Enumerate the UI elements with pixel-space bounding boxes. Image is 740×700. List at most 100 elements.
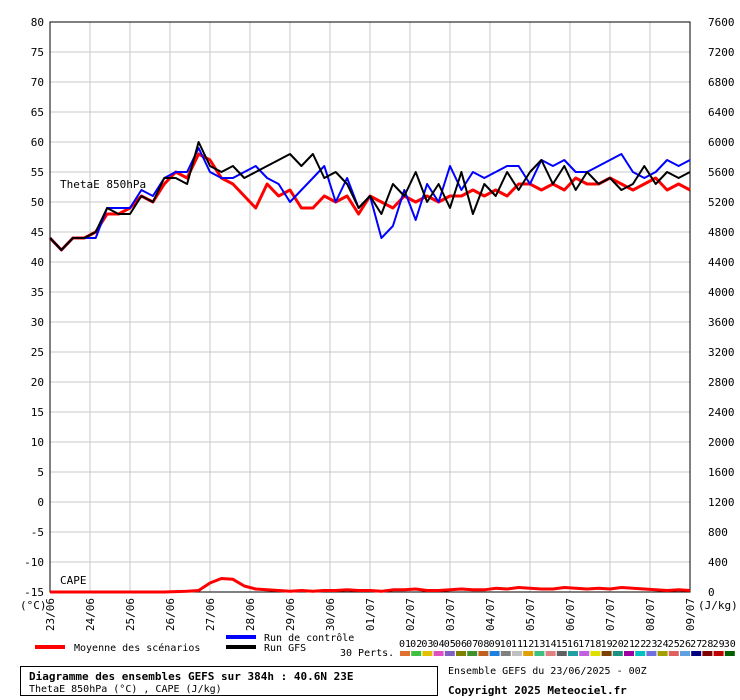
ensemble-member-number: 08 (477, 639, 489, 650)
ensemble-run-label: Ensemble GEFS du 23/06/2025 - 00Z (448, 666, 647, 677)
right-unit-label: (J/kg) (698, 599, 738, 612)
ensemble-member-swatch (467, 651, 478, 656)
series-line (50, 577, 691, 594)
ensemble-member-number: 10 (500, 639, 512, 650)
x-tick-label: 03/07 (444, 598, 457, 631)
right-tick-label: 400 (708, 556, 728, 569)
ensemble-member-swatch (691, 651, 702, 656)
left-tick-label: -5 (31, 526, 44, 539)
ensemble-member-swatch (478, 651, 489, 656)
ensemble-member-swatch (556, 651, 567, 656)
left-tick-label: 55 (31, 166, 44, 179)
thetae-annotation: ThetaE 850hPa (60, 178, 146, 191)
ensemble-member-legend: 01 02 03 04 05 06 07 08 09 10 11 12 13 14 15 16 17 18 19 20… (399, 639, 736, 656)
ensemble-member-swatch (601, 651, 612, 656)
ensemble-member-swatch (500, 651, 511, 656)
x-tick-label: 04/07 (484, 598, 497, 631)
right-tick-label: 7200 (708, 46, 735, 59)
ensemble-member-swatch (433, 651, 444, 656)
ensemble-member-number: 15 (556, 639, 568, 650)
left-tick-label: 75 (31, 46, 44, 59)
ensemble-member-number: 03 (421, 639, 433, 650)
x-tick-label: 02/07 (404, 598, 417, 631)
legend-label-controle: Run de contrôle (264, 632, 354, 644)
ensemble-member-number: 02 (410, 639, 422, 650)
left-tick-label: 5 (37, 466, 44, 479)
ensemble-member-number: 13 (533, 639, 545, 650)
series-layer (48, 141, 691, 594)
ensemble-member-number: 29 (713, 639, 725, 650)
ensemble-member-number: 28 (701, 639, 713, 650)
ensemble-member-swatch (657, 651, 668, 656)
ensemble-member-number: 11 (511, 639, 523, 650)
legend-label-gfs: Run GFS (264, 643, 306, 654)
legend: Moyenne des scénarios Run de contrôle Ru… (35, 632, 736, 659)
ensemble-member-swatch (646, 651, 657, 656)
x-tick-label: 25/06 (124, 598, 137, 631)
right-tick-label: 4400 (708, 256, 735, 269)
left-tick-label: -15 (24, 586, 44, 599)
ensemble-member-swatch (444, 651, 455, 656)
ensemble-member-swatch (579, 651, 590, 656)
left-tick-label: 35 (31, 286, 44, 299)
ensemble-member-number: 05 (444, 639, 456, 650)
left-tick-label: 25 (31, 346, 44, 359)
ensemble-member-swatch (635, 651, 646, 656)
right-tick-label: 3600 (708, 316, 735, 329)
ensemble-member-number: 30 (724, 639, 736, 650)
ensemble-member-swatch (456, 651, 466, 656)
left-tick-label: 20 (31, 376, 44, 389)
ensemble-member-swatch (422, 651, 433, 656)
right-tick-label: 5600 (708, 166, 735, 179)
right-tick-label: 0 (708, 586, 715, 599)
right-tick-label: 6400 (708, 106, 735, 119)
ensemble-member-number: 09 (489, 639, 501, 650)
ensemble-member-number: 04 (433, 639, 445, 650)
x-tick-label: 24/06 (84, 598, 97, 631)
x-tick-label: 29/06 (284, 598, 297, 631)
ensemble-member-number: 19 (601, 639, 613, 650)
right-tick-label: 4000 (708, 286, 735, 299)
x-tick-label: 23/06 (44, 598, 57, 631)
ensemble-member-number: 24 (657, 639, 669, 650)
ensemble-member-swatch (713, 651, 724, 656)
left-tick-label: 10 (31, 436, 44, 449)
x-tick-label: 05/07 (524, 598, 537, 631)
ensemble-member-swatch (668, 651, 679, 656)
ensemble-count-label: 30 Perts. (340, 648, 394, 659)
right-tick-label: 1200 (708, 496, 735, 509)
ensemble-member-swatch (534, 651, 545, 656)
ensemble-member-swatch (411, 651, 422, 656)
ensemble-member-swatch (489, 651, 500, 656)
ensemble-member-swatch (512, 651, 522, 656)
ensemble-member-swatch (523, 651, 534, 656)
ensemble-member-swatch (680, 651, 690, 656)
ensemble-member-number: 06 (455, 639, 467, 650)
right-tick-label: 3200 (708, 346, 735, 359)
x-tick-label: 30/06 (324, 598, 337, 631)
left-tick-label: 0 (37, 496, 44, 509)
x-tick-label: 08/07 (644, 598, 657, 631)
left-tick-label: 45 (31, 226, 44, 239)
ensemble-member-swatch (568, 651, 578, 656)
right-tick-label: 6000 (708, 136, 735, 149)
series-line (49, 141, 691, 251)
x-axis: 23/06 24/06 25/06 26/06 27/06 28/06 29/06 30/06… (44, 598, 697, 631)
ensemble-member-number: 07 (466, 639, 478, 650)
right-tick-label: 4800 (708, 226, 735, 239)
ensemble-member-number: 14 (545, 639, 557, 650)
ensemble-member-swatch (624, 651, 634, 656)
left-tick-label: 50 (31, 196, 44, 209)
ensemble-member-number: 12 (522, 639, 534, 650)
ensemble-member-number: 16 (567, 639, 579, 650)
left-tick-label: 40 (31, 256, 44, 269)
ensemble-member-swatch (702, 651, 713, 656)
right-tick-label: 5200 (708, 196, 735, 209)
diagram-subtitle: ThetaE 850hPa (°C) , CAPE (J/kg) (29, 684, 222, 695)
diagram-info-box: Diagramme des ensembles GEFS sur 384h : … (20, 666, 438, 696)
left-tick-label: -10 (24, 556, 44, 569)
ensemble-member-number: 20 (612, 639, 624, 650)
copyright-text: Copyright 2025 Meteociel.fr (448, 684, 627, 697)
x-tick-label: 27/06 (204, 598, 217, 631)
